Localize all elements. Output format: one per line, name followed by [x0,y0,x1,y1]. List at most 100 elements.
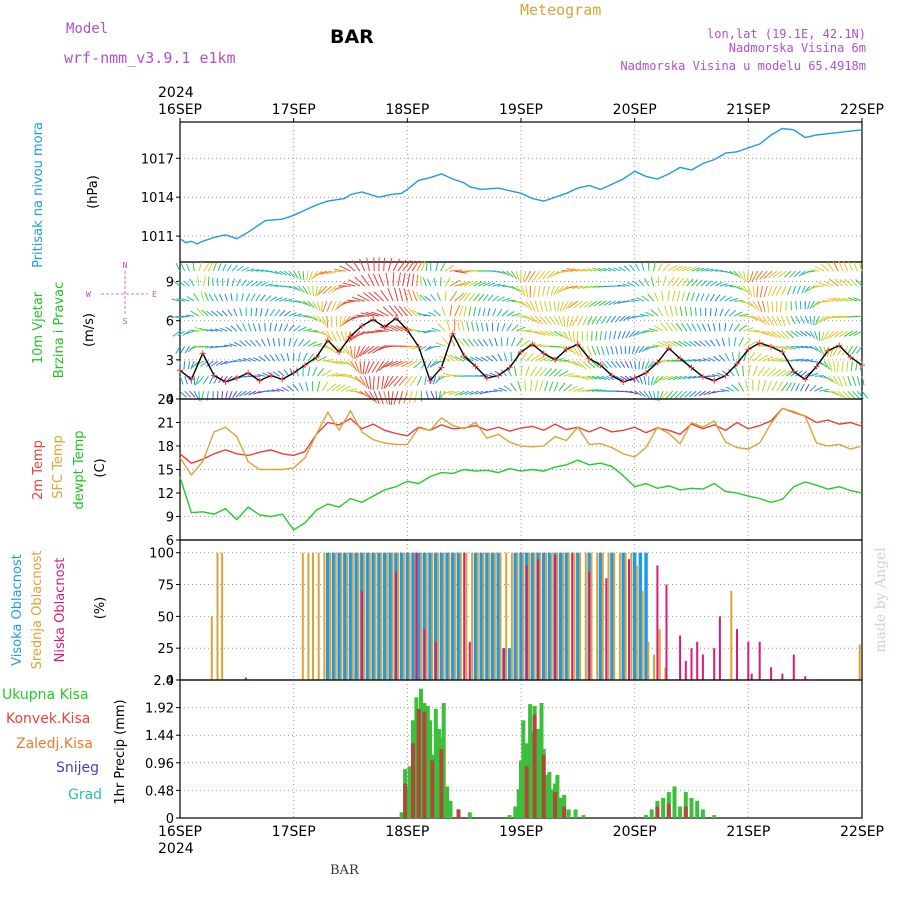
wind-barb [385,324,399,332]
wind-barb [525,365,530,377]
wind-barb [818,345,825,356]
wind-barb [177,330,185,337]
wind-barb [676,277,685,287]
wind-barb [691,279,699,287]
wind-barb [392,272,395,287]
wind-barb [848,330,858,337]
wind-barb [476,322,479,332]
wind-barb [211,310,219,317]
wind-barb [714,294,721,302]
wind-barb [368,291,380,302]
wind-barb [432,376,437,385]
wind-barb [375,360,385,373]
high-cloud-bar [445,552,449,680]
high-cloud-ylabel: Visoka Oblacnost [10,554,25,666]
wind-barb [746,271,749,283]
wind-barb [184,345,190,354]
wind-barb [511,312,521,317]
total-precip-bar [405,786,410,818]
wind-barb [359,345,370,357]
high-cloud-bar [326,552,330,680]
wind-barb [172,280,181,287]
wind-barb [260,294,266,302]
wind-barb [480,356,489,362]
wind-barb [425,391,429,400]
wind-barb [187,361,190,370]
wind-barb [492,283,501,287]
wind-barb [588,300,598,308]
wind-barb [781,382,789,392]
wind-barb [393,305,403,317]
total-precip-bar [672,786,677,818]
wind-barb [359,258,366,272]
compass-e: E [152,290,157,299]
high-cloud-bar [405,552,410,680]
bottom-date-label: 19SEP [499,824,543,840]
wind-barb [687,359,697,362]
wind-barb [522,270,527,282]
wind-barb [591,346,597,356]
mid-cloud-bar [374,552,377,680]
wind-barb [488,338,494,347]
wind-barb [298,382,304,392]
wind-barb [497,296,505,302]
low-cloud-bar [665,584,668,680]
wind-barb [648,345,659,349]
wind-panel: 0 3 6 9 [166,257,869,408]
wind-barb [185,330,195,335]
bottom-date-axis: 16SEP 17SEP 18SEP 19SEP 20SEP 21SEP 22SEP [158,824,884,840]
wind-barb [724,284,733,287]
high-cloud-bar [496,552,500,680]
wind-barb [852,376,857,386]
wind-barb [595,315,602,325]
wind-barb [237,358,247,362]
wind-barb [790,382,796,392]
wind-barb [385,375,394,389]
wind-barb [306,271,309,281]
mid-cloud-bar [363,552,366,680]
wind-barb [618,266,626,272]
wind-barb [449,291,458,302]
wind-barb [641,295,650,302]
wind-barb [804,285,811,293]
wind-barb [500,369,508,377]
wind-barb [342,300,356,304]
mid-cloud-bar [312,552,314,680]
wind-barb [339,265,351,272]
wind-barb [497,353,503,362]
wind-barb [748,340,759,347]
wind-barb [189,390,196,398]
wind-barb [283,270,291,277]
wind-barb [346,299,361,302]
wind-barb [190,310,200,317]
wind-barb [292,383,299,392]
wind-barb [771,330,782,339]
wind-barb [844,279,853,287]
wind-barb [340,331,346,342]
wind-barb [298,326,307,332]
wind-barb [419,294,427,302]
wind-barb [242,323,247,332]
wind-barb [274,354,280,362]
wind-barb [832,260,839,272]
wind-barb [762,315,770,326]
wind-barb [629,390,638,395]
wind-barb [416,260,423,272]
temp-ytick-label: 24 [157,393,174,408]
wind-barb [264,354,271,362]
coords-label: lon,lat (19.1E, 42.1N) [707,27,866,41]
mid-cloud-bar [618,552,621,680]
wind-barb [330,270,342,274]
wind-barb [700,268,710,272]
wind-barb [557,301,560,312]
wind-barb [686,323,692,332]
wind-barb [208,293,214,302]
wind-barb [577,268,588,272]
wind-barb [681,322,688,332]
wind-barb [733,285,743,291]
wind-barb [354,361,360,374]
wind-barb [807,300,811,310]
mid-cloud-bar [465,552,468,680]
wind-barb [179,376,184,385]
compass-rose: N W E S [86,261,157,326]
